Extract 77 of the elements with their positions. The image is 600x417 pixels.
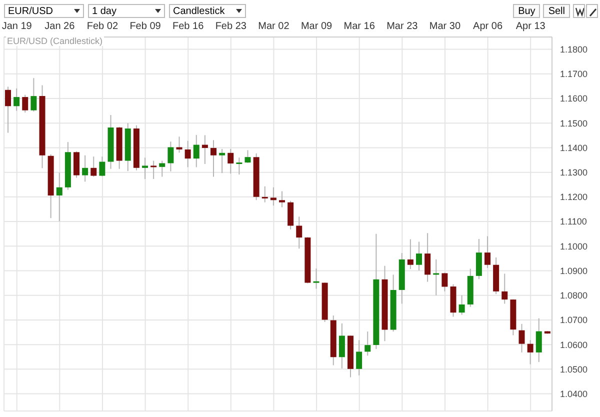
- candlestick: [150, 160, 157, 180]
- candlestick: [219, 148, 226, 174]
- candlestick: [458, 294, 465, 316]
- candlestick: [5, 86, 11, 134]
- candlestick: [193, 134, 200, 168]
- candlestick: [202, 134, 208, 164]
- x-tick-label: Feb 09: [130, 21, 162, 32]
- text: Sell: [543, 4, 570, 18]
- candlestick: [364, 331, 371, 356]
- candlestick: [527, 340, 534, 365]
- x-tick-label: Feb 02: [86, 21, 118, 32]
- y-tick-label: 1.1800: [560, 44, 588, 54]
- candlestick: [168, 141, 174, 172]
- candlestick: [74, 150, 80, 178]
- candlestick: [56, 172, 62, 222]
- y-tick-label: 1.1200: [560, 192, 588, 202]
- candlestick: [82, 154, 88, 182]
- candlestick: [313, 268, 320, 290]
- candlestick: [142, 157, 148, 180]
- y-tick-label: 1.1700: [560, 69, 588, 80]
- y-tick-label: 1.1300: [560, 168, 588, 178]
- x-tick-label: Mar 02: [258, 21, 290, 32]
- y-tick-label: 1.1400: [560, 142, 588, 153]
- candlestick: [476, 238, 482, 280]
- y-tick-label: 1.1000: [560, 241, 588, 252]
- x-tick-label: Jan 26: [44, 21, 76, 32]
- candlestick: [296, 216, 302, 250]
- candlestick: [159, 160, 166, 178]
- candlestick: [99, 156, 106, 177]
- candlestick: [536, 318, 542, 363]
- x-tick-label: Apr 13: [516, 21, 546, 32]
- y-tick-label: 1.1100: [560, 216, 587, 227]
- chart-subtitle: EUR/USD (Candlestick): [6, 36, 104, 46]
- candlestick: [279, 190, 285, 208]
- y-tick-label: 1.0600: [560, 340, 588, 350]
- x-tick-label: Mar 23: [386, 21, 418, 32]
- text: Candlestick: [173, 6, 225, 16]
- candlestick: [176, 136, 182, 154]
- y-tick-label: 1.0800: [560, 290, 588, 301]
- text: EUR/USD: [8, 6, 54, 16]
- candlestick: [356, 340, 362, 376]
- text: Buy: [513, 4, 540, 18]
- candlestick: [484, 236, 490, 269]
- y-tick-label: 1.0400: [560, 388, 588, 399]
- x-tick-label: Jan 19: [2, 21, 32, 32]
- y-tick-label: 1.0900: [560, 266, 588, 276]
- candlestick: [288, 200, 294, 230]
- text: 1 day: [92, 6, 116, 16]
- candlestick: [262, 186, 268, 203]
- y-tick-label: 1.1500: [560, 118, 588, 128]
- candlestick: [407, 238, 414, 270]
- x-tick-label: Feb 16: [172, 21, 204, 32]
- candlestick: [90, 156, 97, 178]
- candlestick: [30, 78, 37, 112]
- y-tick-label: 1.0700: [560, 315, 588, 326]
- candlestick: [442, 272, 448, 292]
- x-tick-label: Mar 16: [344, 21, 376, 32]
- x-tick-label: Feb 23: [215, 21, 247, 32]
- y-tick-label: 1.1600: [560, 94, 588, 104]
- candlestick: [518, 323, 525, 353]
- candlestick: [338, 322, 345, 369]
- candlestick: [22, 94, 28, 114]
- y-tick-label: 1.0500: [560, 364, 588, 374]
- x-tick-label: Apr 06: [473, 21, 503, 32]
- candlestick: [424, 232, 431, 282]
- candlestick: [236, 157, 242, 176]
- candlestick: [210, 140, 216, 178]
- candlestick: [184, 140, 191, 168]
- candlestick: [433, 258, 440, 296]
- x-tick-label: Mar 09: [300, 21, 333, 32]
- candlestick: [244, 150, 251, 164]
- candlestick: [14, 88, 20, 112]
- candlestick: [416, 241, 422, 272]
- candlestick: [228, 148, 234, 174]
- candlestick: [270, 186, 276, 206]
- candlestick: [502, 273, 508, 304]
- x-tick-label: Mar 30: [429, 21, 461, 32]
